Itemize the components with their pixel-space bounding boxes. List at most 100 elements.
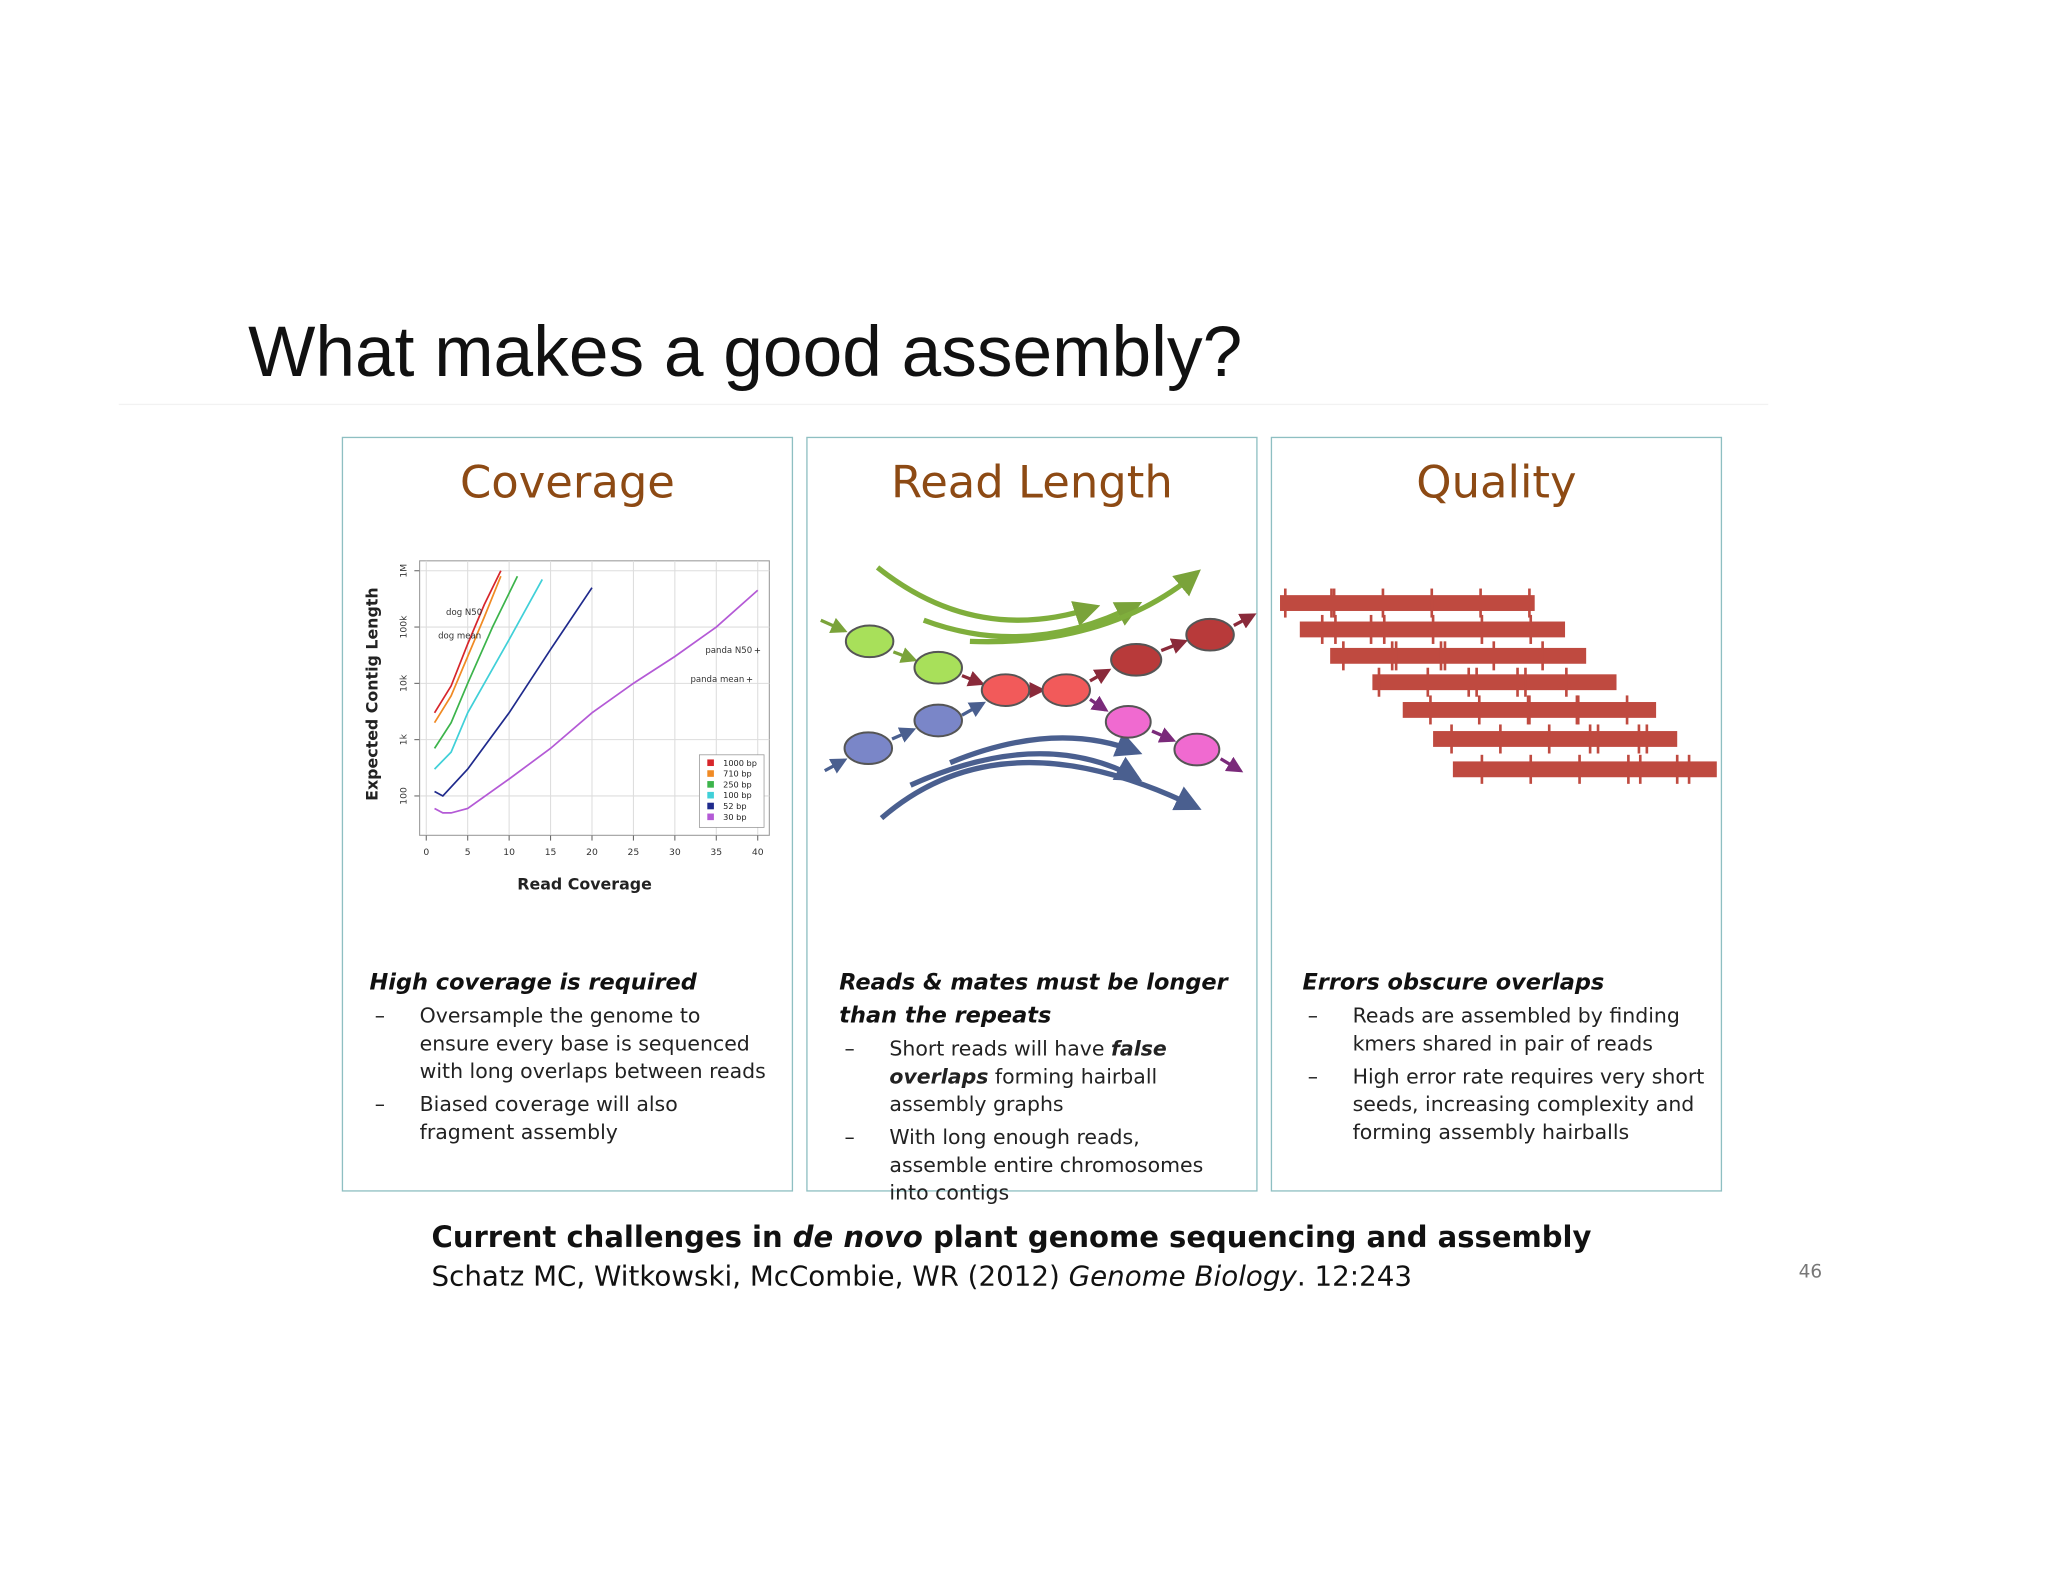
y-tick-label: 1k <box>398 733 409 745</box>
citation-source: Schatz MC, Witkowski, McCombie, WR (2012… <box>432 1260 1592 1292</box>
legend-label: 1000 bp <box>723 758 757 768</box>
x-tick-label: 40 <box>752 847 764 858</box>
citation: Current challenges in de novo plant geno… <box>432 1222 1592 1292</box>
bullet-text: With long enough reads, assemble entire … <box>889 1125 1204 1205</box>
link-arrow <box>1151 727 1177 743</box>
link-arrow <box>1219 756 1244 773</box>
quality-illustration <box>1280 588 1717 784</box>
panel: Read Length Reads & mates must be longer… <box>806 436 1258 1205</box>
link-arrow <box>961 701 986 718</box>
read-bar <box>1372 674 1617 691</box>
series-line <box>434 587 593 798</box>
annotation: panda N50 <box>705 646 752 656</box>
read-node <box>1110 642 1163 677</box>
bullet-text: Oversample the genome to ensure every ba… <box>419 1004 766 1084</box>
bullet-text: High error rate requires very short seed… <box>1352 1064 1705 1145</box>
read-node <box>1173 732 1221 767</box>
bullet-marker: – <box>844 1037 855 1061</box>
series-line <box>434 589 759 814</box>
y-tick-label: 10k <box>398 674 409 692</box>
page-number: 46 <box>1798 1261 1823 1283</box>
legend-swatch <box>707 781 714 788</box>
arc-arrow <box>909 751 1143 788</box>
y-tick-label: 100 <box>398 787 409 805</box>
panel-heading: Read Length <box>891 456 1173 510</box>
citation-title: Current challenges in de novo plant geno… <box>432 1222 1592 1255</box>
read-length-illustration <box>820 565 1257 821</box>
legend-swatch <box>707 770 714 777</box>
journal-name: Genome Biology <box>1068 1260 1297 1292</box>
read-bar <box>1330 647 1587 664</box>
link-arrow <box>820 617 848 633</box>
link-arrow <box>1089 668 1112 685</box>
legend-swatch <box>707 791 714 799</box>
x-tick-label: 15 <box>545 847 557 858</box>
read-bar <box>1280 595 1535 611</box>
bullet-marker: – <box>1307 1064 1318 1089</box>
x-tick-label: 10 <box>503 847 515 858</box>
panel-heading: Quality <box>1416 456 1577 510</box>
link-arrow <box>1160 638 1189 654</box>
bullet: – With long enough reads, assemble entire… <box>839 1124 1240 1207</box>
read-node <box>1185 617 1235 652</box>
link-arrow <box>892 647 918 663</box>
panel-subheading: High coverage is required <box>369 969 697 997</box>
legend-label: 52 bp <box>723 801 746 811</box>
bullet-marker: – <box>844 1125 855 1150</box>
bullet-emphasis: false overlaps <box>889 1037 1167 1089</box>
x-tick-label: 35 <box>710 847 722 858</box>
citation-text: . 12:243 <box>1296 1260 1412 1292</box>
panel-body: Reads & mates must be longer than the re… <box>839 967 1240 1212</box>
panel-body: High coverage is required – Oversample th… <box>369 967 775 1152</box>
legend-label: 30 bp <box>723 812 746 822</box>
link-arrow <box>961 670 985 687</box>
y-axis-label: Expected Contig Length <box>362 587 381 800</box>
bullet-marker: – <box>1307 1004 1318 1028</box>
link-arrow <box>1233 613 1257 629</box>
legend-label: 100 bp <box>723 790 752 800</box>
arc-arrow <box>922 601 1143 640</box>
citation-text: Current challenges in <box>431 1221 793 1255</box>
read-node <box>1104 704 1152 739</box>
bullet-text: Reads are assembled by finding kmers sha… <box>1352 1004 1680 1056</box>
legend-swatch <box>707 802 714 810</box>
bullet-text: forming hairball assembly graphs <box>889 1064 1158 1117</box>
bullet-text: Short reads will have <box>889 1037 1112 1061</box>
bullet-marker: – <box>374 1004 385 1028</box>
panel-body: Errors obscure overlaps – Reads are assem… <box>1302 967 1704 1152</box>
panel: Coverage High coverage is required – Over… <box>341 436 794 1192</box>
annotation: panda mean <box>690 675 744 685</box>
citation-text: plant genome sequencing and assembly <box>922 1221 1592 1255</box>
annotation: dog mean <box>438 632 481 642</box>
arc-arrow <box>969 569 1201 645</box>
legend-swatch <box>707 759 714 767</box>
y-tick-label: 1M <box>398 564 409 578</box>
read-node <box>913 703 963 738</box>
series-line <box>433 579 544 770</box>
citation-text: Schatz MC, Witkowski, McCombie, WR (2012… <box>431 1260 1069 1292</box>
link-arrow <box>1089 695 1109 712</box>
read-node <box>913 650 963 685</box>
legend-swatch <box>707 813 714 821</box>
bullet-marker: – <box>374 1092 385 1117</box>
link-arrow <box>823 758 848 774</box>
y-tick-label: 100k <box>398 615 409 639</box>
bullet: – Oversample the genome to ensure every b… <box>369 1003 775 1086</box>
annotation: dog N50 <box>446 608 482 618</box>
arc-arrow <box>949 732 1143 766</box>
series-line <box>433 570 502 714</box>
read-node <box>844 624 895 659</box>
panel: Quality Errors obscure overlaps – Reads a… <box>1270 436 1723 1192</box>
bullet-text: Biased coverage will also fragment assem… <box>419 1092 678 1145</box>
legend-label: 250 bp <box>723 779 752 789</box>
read-bar <box>1452 761 1717 778</box>
read-node <box>980 673 1031 707</box>
x-tick-label: 0 <box>423 847 429 858</box>
panel-heading: Coverage <box>459 456 675 510</box>
slide-title: What makes a good assembly? <box>248 312 1243 392</box>
bullet: – Biased coverage will also fragment asse… <box>369 1091 775 1146</box>
bullet: – High error rate requires very short see… <box>1302 1064 1705 1147</box>
read-bar <box>1433 731 1678 747</box>
